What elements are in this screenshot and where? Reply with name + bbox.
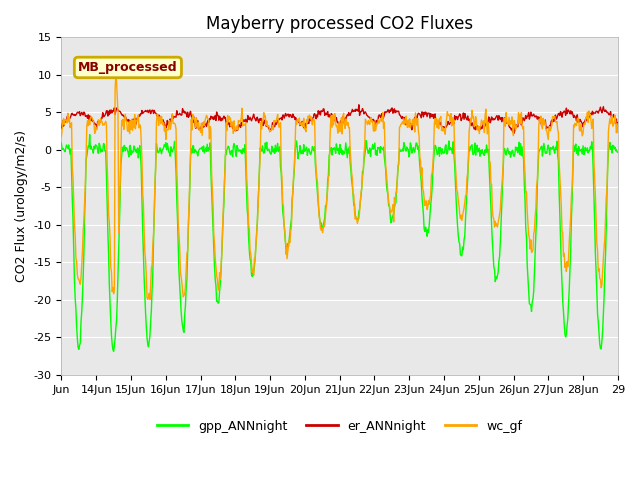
Text: MB_processed: MB_processed — [78, 61, 178, 74]
Title: Mayberry processed CO2 Fluxes: Mayberry processed CO2 Fluxes — [206, 15, 473, 33]
Legend: gpp_ANNnight, er_ANNnight, wc_gf: gpp_ANNnight, er_ANNnight, wc_gf — [152, 415, 527, 438]
Y-axis label: CO2 Flux (urology/m2/s): CO2 Flux (urology/m2/s) — [15, 130, 28, 282]
